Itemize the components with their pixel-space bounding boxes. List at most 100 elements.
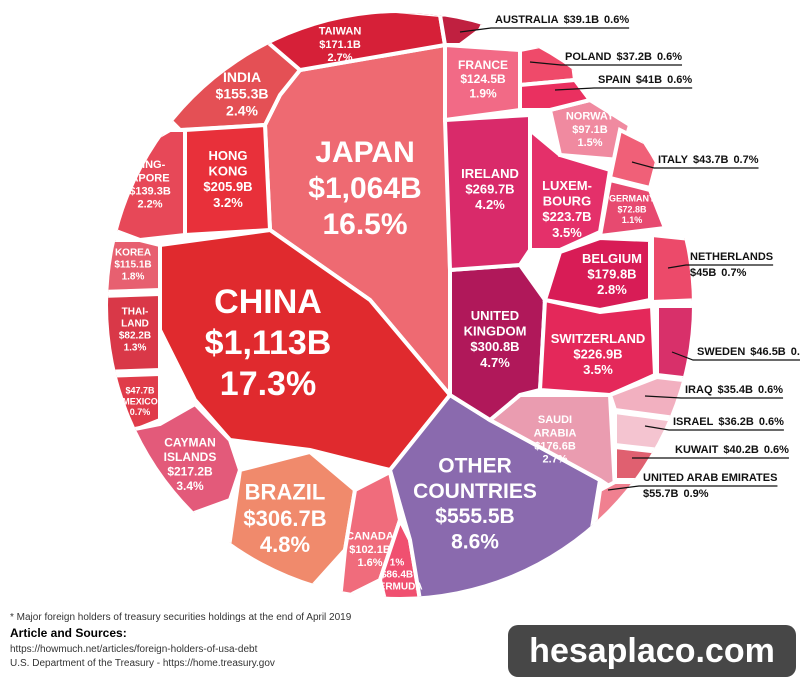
cell-label: 3.5% [583,362,613,377]
cell-label: $115.1B [114,260,151,271]
cell-label: CHINA [214,283,322,321]
outside-label: AUSTRALIA [495,14,559,26]
cell-label: 3.5% [552,225,582,240]
cell-label: $179.8B [587,266,636,281]
outside-label: ISRAEL [673,416,714,428]
cell-label: INDIA [223,69,261,85]
cell-label: $223.7B [542,209,591,224]
outside-label: $46.5B [750,346,786,358]
country-cell [518,77,594,112]
cell-label: $300.8B [470,339,519,354]
country-cell [587,480,644,562]
country-cell [437,13,494,47]
outside-label: ITALY [658,154,689,166]
cell-label: 1.9% [469,87,497,101]
country-cell [108,291,162,375]
cell-label: GERMANY [609,194,655,204]
cell-label: 17.3% [220,365,316,403]
outside-label: 0.9% [683,488,708,500]
cell-label: $139.3B [129,186,171,198]
leader-line [644,395,784,399]
outside-label: SWEDEN [697,346,745,358]
cell-label: 1.8% [122,272,145,283]
cell-label: MEXICO [122,396,158,406]
outside-label: UNITED ARAB EMIRATES [643,472,777,484]
cell-label: $171.1B [319,39,361,51]
cell-label: $226.9B [573,346,622,361]
cell-label: $269.7B [465,181,514,196]
country-cell [655,304,692,383]
cell-label: OTHER [438,455,512,478]
cell-label: $205.9B [203,179,252,194]
cell-label: APORE [130,172,169,184]
cell-label: CANADA [346,531,394,543]
cell-label: BELGIUM [582,251,642,266]
watermark: hesaplaco.com [508,625,796,677]
leader-line [529,61,683,66]
outside-label: $36.2B [718,416,754,428]
cell-label: ISLANDS [164,450,217,464]
cell-label: $176.6B [534,441,576,453]
outside-label: $43.7B [693,154,729,166]
outside-label: 0.6% [604,14,629,26]
outside-label: SPAIN [598,74,631,86]
cell-label: $97.1B [572,124,608,136]
outside-label: KUWAIT [675,444,719,456]
cell-label: 1.1% [622,215,643,225]
cell-label: 2.2% [137,199,162,211]
cell-label: LAND [121,319,149,330]
cell-label: $72.8B [617,204,647,214]
outside-label: 0.7% [791,346,800,358]
cell-label: 16.5% [322,208,407,241]
leader-line [644,425,784,431]
cell-label: JAPAN [315,136,414,169]
cell-label: THAI- [122,307,149,318]
cell-label: 1.6% [357,557,382,569]
cell-label: 3.2% [213,195,243,210]
cell-label: BOURG [543,194,591,209]
cell-label: 1.5% [577,137,602,149]
cell-label: $1,064B [308,172,421,205]
cell-label: NORWAY [566,111,615,123]
cell-label: UNITED [471,308,519,323]
cell-label: BERMUDA [371,582,422,593]
outside-label: 0.7% [733,154,758,166]
cell-label: SWITZERLAND [551,331,646,346]
cell-label: KOREA [115,248,151,259]
source-text: U.S. Department of the Treasury - https:… [10,658,275,669]
cell-label: CAYMAN [164,436,216,450]
sources-heading: Article and Sources: [10,626,127,640]
cell-label: $124.5B [460,72,506,86]
country-cell [108,238,162,295]
outside-label: 0.6% [764,444,789,456]
cell-label: $86.4B [381,570,413,581]
cell-label: BRAZIL [245,479,326,504]
cell-label: 8.6% [451,530,499,553]
outside-label: 0.6% [758,384,783,396]
outside-label: $40.2B [723,444,759,456]
leader-line [671,351,800,361]
cell-label: KONG [209,164,248,179]
outside-label: $41B [636,74,662,86]
country-cell [442,112,532,273]
cell-label: SING- [135,159,166,171]
cell-label: $306.7B [243,506,326,531]
cell-label: 2.7% [542,454,567,466]
country-cell [448,262,548,423]
cell-label: 1.3% [124,343,147,354]
cell-label: 2.7% [327,52,352,64]
cell-label: $1,113B [205,324,332,362]
outside-label: $37.2B [616,51,652,63]
cell-label: HONG [209,148,248,163]
outside-label: IRAQ [685,384,713,396]
country-cell [158,227,453,473]
outside-label: POLAND [565,51,612,63]
cell-label: 4.2% [475,197,505,212]
outside-label: NETHERLANDS [690,251,773,263]
cell-label: KINGDOM [464,324,527,339]
cell-label: LUXEM- [542,178,592,193]
outside-label: $55.7B [643,488,679,500]
cell-label: $155.3B [216,86,269,102]
cell-label: TAIWAN [319,26,362,38]
